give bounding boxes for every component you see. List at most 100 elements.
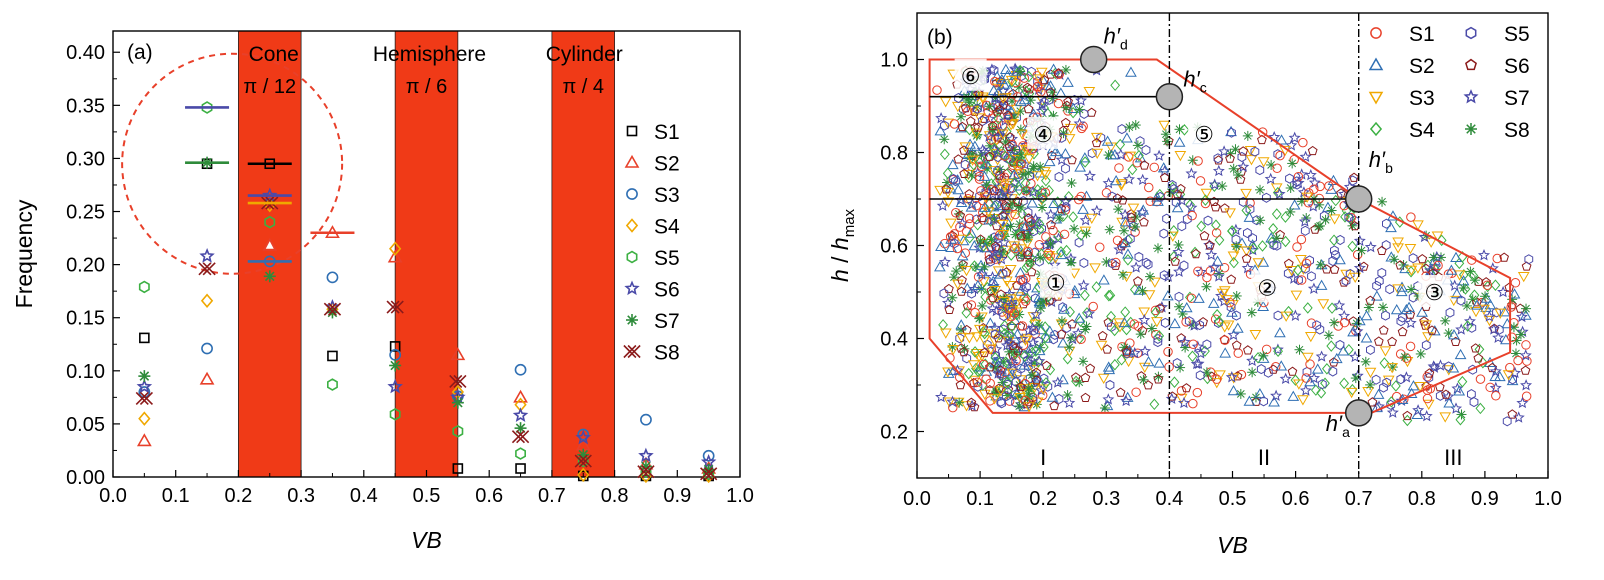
- marker-triangle: [1454, 348, 1467, 360]
- cloud-point: [1445, 307, 1455, 318]
- marker-triangle-down: [967, 360, 980, 371]
- marker-hexagon: [1408, 292, 1418, 303]
- cloud-point: [1489, 381, 1502, 394]
- marker-circle: [1193, 156, 1203, 166]
- cloud-point: [936, 199, 949, 211]
- cloud-point: [1067, 102, 1080, 114]
- cloud-point: [993, 151, 1003, 163]
- marker-circle: [990, 76, 1000, 87]
- marker-star: [1218, 145, 1231, 157]
- marker-asterisk-arm: [1357, 246, 1366, 255]
- marker-pentagon: [1004, 141, 1015, 151]
- marker-triangle-down: [994, 386, 1007, 397]
- cloud-point: [992, 107, 1003, 117]
- cloud-point: [1188, 339, 1198, 350]
- marker-circle: [1370, 27, 1382, 39]
- cloud-point: [1111, 257, 1121, 268]
- cloud-point: [1044, 184, 1054, 197]
- cloud-point: [1301, 352, 1314, 364]
- cloud-point: [1272, 240, 1282, 251]
- marker-diamond: [1326, 340, 1337, 352]
- marker-circle: [978, 207, 988, 218]
- cloud-point: [1169, 184, 1179, 195]
- cloud-point: [1231, 241, 1242, 252]
- cloud-point: [1307, 271, 1316, 282]
- cloud-point: [1317, 379, 1327, 390]
- marker-xx-stroke: [623, 344, 637, 359]
- marker-star: [1155, 300, 1168, 313]
- marker-asterisk-arm: [1295, 345, 1304, 354]
- marker-asterisk-arm: [1015, 83, 1023, 92]
- marker-diamond: [1009, 176, 1020, 189]
- cloud-point: [967, 360, 980, 371]
- hprime-label-b: h′b: [1369, 147, 1393, 176]
- cloud-point: [944, 304, 955, 314]
- cloud-point: [1458, 282, 1469, 293]
- marker-asterisk-arm: [1176, 363, 1184, 372]
- cloud-point: [1315, 259, 1326, 270]
- marker-triangle-down: [1304, 332, 1317, 343]
- cloud-point: [1244, 145, 1257, 157]
- marker-triangle-down: [1120, 271, 1133, 283]
- marker-pentagon: [1063, 96, 1073, 106]
- cloud-point: [1059, 148, 1072, 159]
- cloud-point: [1470, 307, 1482, 318]
- cloud-point: [1489, 365, 1502, 377]
- marker-pentagon: [957, 121, 968, 132]
- band-sublabel-2: π / 4: [562, 76, 604, 98]
- marker-asterisk-arm: [967, 171, 976, 180]
- marker-triangle: [1484, 299, 1497, 310]
- cloud-point: [1172, 245, 1185, 258]
- marker-pentagon: [1378, 325, 1389, 335]
- marker-triangle-down: [1439, 412, 1452, 423]
- marker-pentagon: [994, 104, 1005, 114]
- marker-star: [1451, 382, 1464, 394]
- cloud-point: [1225, 153, 1235, 163]
- marker-pentagon: [1199, 230, 1210, 241]
- cloud-point: [967, 288, 976, 299]
- cloud-point: [1283, 258, 1294, 268]
- marker-asterisk-arm: [1248, 368, 1257, 377]
- marker-triangle: [1448, 329, 1460, 340]
- cloud-point: [977, 212, 987, 223]
- marker-circle: [1219, 262, 1230, 273]
- cloud-point: [994, 268, 1007, 279]
- marker-asterisk-arm: [1437, 253, 1445, 262]
- marker-diamond: [993, 112, 1004, 125]
- marker-triangle: [1103, 363, 1116, 375]
- cloud-point: [957, 235, 970, 246]
- cloud-point: [1179, 124, 1190, 136]
- marker-asterisk-arm: [1324, 331, 1333, 340]
- cloud-point: [1178, 335, 1191, 348]
- marker-circle: [1018, 222, 1028, 232]
- marker-circle: [1188, 398, 1198, 409]
- marker-circle: [1026, 178, 1036, 189]
- marker-star: [1351, 325, 1364, 337]
- cloud-point: [1005, 298, 1018, 311]
- marker-diamond: [1169, 376, 1180, 388]
- cloud-point: [1502, 370, 1515, 381]
- cloud-point: [1080, 372, 1091, 382]
- cloud-point: [1210, 314, 1221, 324]
- marker-pentagon: [1473, 353, 1484, 363]
- marker-star: [1130, 261, 1143, 273]
- marker-circle: [1021, 273, 1031, 284]
- cloud-point: [1343, 343, 1354, 356]
- marker-circle: [964, 213, 975, 224]
- marker-circle: [1296, 234, 1307, 245]
- cloud-point: [1163, 346, 1173, 357]
- cloud-point: [940, 120, 949, 131]
- marker-hexagon: [1465, 26, 1477, 40]
- marker-pentagon: [944, 283, 954, 294]
- marker-triangle-down: [1425, 237, 1438, 248]
- marker-diamond: [942, 167, 953, 180]
- marker-pentagon: [1367, 397, 1378, 407]
- cloud-point: [1441, 389, 1451, 399]
- cloud-point: [1271, 343, 1284, 355]
- marker-hexagon: [1107, 258, 1117, 269]
- cloud-point: [956, 217, 969, 229]
- marker-asterisk-arm: [453, 397, 463, 408]
- y-tick-label: 0.20: [66, 255, 105, 277]
- cloud-point: [1227, 127, 1236, 138]
- marker-star: [1229, 223, 1242, 236]
